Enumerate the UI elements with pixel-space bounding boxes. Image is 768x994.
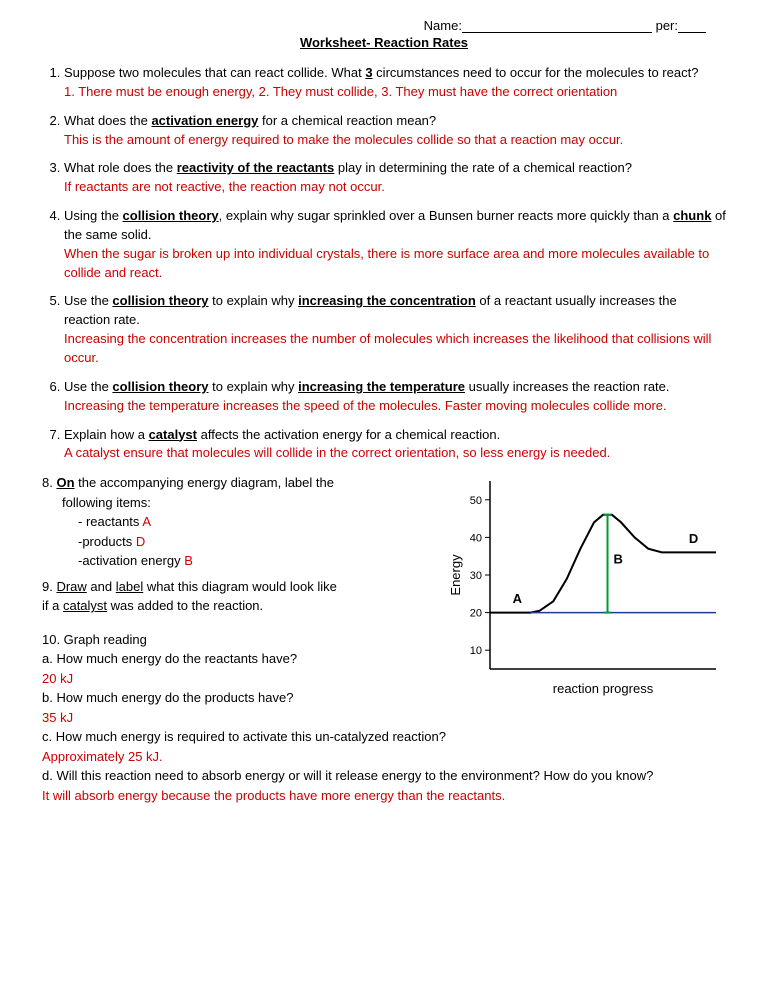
q5-text-b: to explain why xyxy=(209,293,299,308)
svg-text:10: 10 xyxy=(470,645,482,657)
question-4: Using the collision theory, explain why … xyxy=(64,207,726,282)
q10-a-ans: 20 kJ xyxy=(42,669,438,689)
svg-text:50: 50 xyxy=(470,495,482,507)
q8-left: 8. On the accompanying energy diagram, l… xyxy=(42,473,446,727)
question-list: Suppose two molecules that can react col… xyxy=(42,64,726,463)
q10-d-ans: It will absorb energy because the produc… xyxy=(42,786,726,806)
q8-on: On xyxy=(56,475,74,490)
energy-diagram: 10 20 30 40 50 Energy reaction progress A B D xyxy=(446,473,726,703)
q9-and: and xyxy=(87,579,116,594)
q8-item2-a: -products xyxy=(78,534,136,549)
question-5: Use the collision theory to explain why … xyxy=(64,292,726,367)
q10-c-ans: Approximately 25 kJ. xyxy=(42,747,726,767)
question-6: Use the collision theory to explain why … xyxy=(64,378,726,416)
worksheet-page: Name: per: Worksheet- Reaction Rates Sup… xyxy=(0,0,768,835)
question-10: 10. Graph reading xyxy=(42,630,438,650)
energy-diagram-container: 10 20 30 40 50 Energy reaction progress A B D xyxy=(446,473,726,706)
q8-item1-a: - reactants xyxy=(78,514,142,529)
q4-text-a: Using the xyxy=(64,208,123,223)
q5-answer: Increasing the concentration increases t… xyxy=(64,331,711,365)
svg-text:A: A xyxy=(513,591,523,606)
q8-row: 8. On the accompanying energy diagram, l… xyxy=(42,473,726,727)
q1-text-b: circumstances need to occur for the mole… xyxy=(373,65,699,80)
question-3: What role does the reactivity of the rea… xyxy=(64,159,726,197)
q8-text-b: following items: xyxy=(42,493,438,513)
q2-text-a: What does the xyxy=(64,113,151,128)
q9-draw: Draw xyxy=(56,579,86,594)
svg-text:B: B xyxy=(614,552,623,567)
q4-term1: collision theory xyxy=(123,208,219,223)
q7-text-a: Explain how a xyxy=(64,427,149,442)
q9-text-b: if a xyxy=(42,598,63,613)
q6-text-b: to explain why xyxy=(209,379,299,394)
q7-text-b: affects the activation energy for a chem… xyxy=(197,427,500,442)
svg-text:40: 40 xyxy=(470,533,482,545)
q8-item3-b: B xyxy=(184,553,193,568)
svg-text:D: D xyxy=(689,531,698,546)
q8-num: 8. xyxy=(42,475,56,490)
q4-term2: chunk xyxy=(673,208,711,223)
q3-answer: If reactants are not reactive, the react… xyxy=(64,179,385,194)
question-2: What does the activation energy for a ch… xyxy=(64,112,726,150)
question-1: Suppose two molecules that can react col… xyxy=(64,64,726,102)
q8-item2-b: D xyxy=(136,534,145,549)
q1-answer: 1. There must be enough energy, 2. They … xyxy=(64,84,617,99)
q6-text-c: usually increases the reaction rate. xyxy=(465,379,670,394)
q8-item3: -activation energy B xyxy=(42,551,438,571)
q3-text-b: play in determining the rate of a chemic… xyxy=(334,160,632,175)
q9-text-a: what this diagram would look like xyxy=(143,579,337,594)
svg-text:Energy: Energy xyxy=(448,554,463,596)
q9-text-c: was added to the reaction. xyxy=(107,598,263,613)
name-label: Name: xyxy=(424,18,462,33)
q8-text-a: the accompanying energy diagram, label t… xyxy=(75,475,334,490)
q7-answer: A catalyst ensure that molecules will co… xyxy=(64,445,610,460)
q5-term1: collision theory xyxy=(112,293,208,308)
q8-item1: - reactants A xyxy=(42,512,438,532)
q4-answer: When the sugar is broken up into individ… xyxy=(64,246,709,280)
svg-text:reaction progress: reaction progress xyxy=(553,681,654,696)
q2-term: activation energy xyxy=(151,113,258,128)
q1-three: 3 xyxy=(365,65,372,80)
q6-text-a: Use the xyxy=(64,379,112,394)
q3-term: reactivity of the reactants xyxy=(177,160,335,175)
q10-c: c. How much energy is required to activa… xyxy=(42,727,726,747)
q6-term2: increasing the temperature xyxy=(298,379,465,394)
q4-text-b: , explain why sugar sprinkled over a Bun… xyxy=(219,208,674,223)
q9-label: label xyxy=(116,579,143,594)
q5-term2: increasing the concentration xyxy=(298,293,476,308)
question-9: 9. Draw and label what this diagram woul… xyxy=(42,577,438,597)
q8-item1-b: A xyxy=(142,514,151,529)
q9-line2: if a catalyst was added to the reaction. xyxy=(42,596,438,616)
header-line: Name: per: xyxy=(42,18,726,33)
q10-b: b. How much energy do the products have? xyxy=(42,688,438,708)
question-8: 8. On the accompanying energy diagram, l… xyxy=(42,473,438,493)
per-blank xyxy=(678,32,706,33)
svg-text:30: 30 xyxy=(470,570,482,582)
q5-text-a: Use the xyxy=(64,293,112,308)
worksheet-title: Worksheet- Reaction Rates xyxy=(42,35,726,50)
q8-item2: -products D xyxy=(42,532,438,552)
per-label: per: xyxy=(656,18,678,33)
name-blank xyxy=(462,32,652,33)
q8-item3-a: -activation energy xyxy=(78,553,184,568)
q10-bottom: c. How much energy is required to activa… xyxy=(42,727,726,805)
q10-b-ans: 35 kJ xyxy=(42,708,438,728)
q3-text-a: What role does the xyxy=(64,160,177,175)
q10-d: d. Will this reaction need to absorb ene… xyxy=(42,766,726,786)
q1-text-a: Suppose two molecules that can react col… xyxy=(64,65,365,80)
question-7: Explain how a catalyst affects the activ… xyxy=(64,426,726,464)
svg-text:20: 20 xyxy=(470,608,482,620)
q9-catalyst: catalyst xyxy=(63,598,107,613)
q10-a: a. How much energy do the reactants have… xyxy=(42,649,438,669)
q9-num: 9. xyxy=(42,579,56,594)
q2-text-b: for a chemical reaction mean? xyxy=(258,113,436,128)
q2-answer: This is the amount of energy required to… xyxy=(64,132,623,147)
q6-term1: collision theory xyxy=(112,379,208,394)
q6-answer: Increasing the temperature increases the… xyxy=(64,398,667,413)
q7-term: catalyst xyxy=(149,427,197,442)
